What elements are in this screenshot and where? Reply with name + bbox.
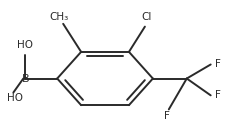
Text: B: B xyxy=(21,74,29,84)
Text: Cl: Cl xyxy=(141,12,152,22)
Text: F: F xyxy=(163,111,169,121)
Text: CH₃: CH₃ xyxy=(49,12,69,22)
Text: F: F xyxy=(214,59,220,69)
Text: HO: HO xyxy=(17,41,33,50)
Text: HO: HO xyxy=(7,93,23,103)
Text: F: F xyxy=(214,90,220,100)
